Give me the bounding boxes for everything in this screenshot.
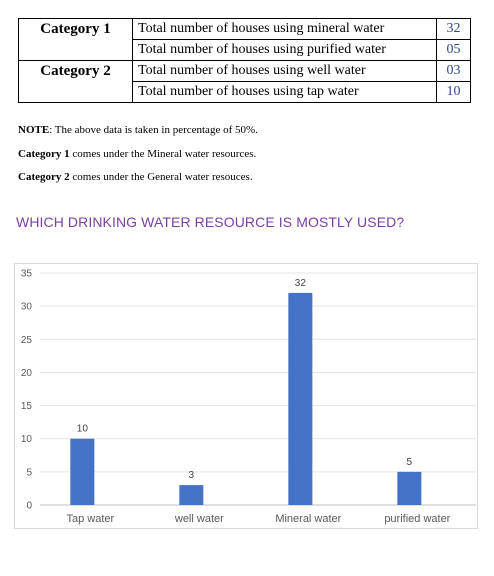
description-cell: Total number of houses using purified wa… bbox=[132, 39, 437, 61]
x-category-label: purified water bbox=[384, 513, 450, 525]
bar bbox=[179, 485, 204, 505]
category-2-label: Category 2 bbox=[18, 171, 70, 183]
bar-chart: 0 5 10 15 20 25 30 35 10 Tap water 3 well water 32 Mi… bbox=[21, 269, 476, 525]
note-label: NOTE bbox=[18, 124, 50, 136]
table-row: Total number of houses using tap water 1… bbox=[18, 81, 471, 103]
category-cell: Category 2 bbox=[18, 60, 133, 82]
y-tick-label: 20 bbox=[21, 368, 33, 379]
x-category-label: well water bbox=[174, 513, 224, 525]
y-tick-label: 30 bbox=[21, 302, 33, 313]
x-category-label: Tap water bbox=[66, 513, 114, 525]
data-label: 5 bbox=[407, 457, 413, 468]
chart-frame bbox=[14, 263, 478, 529]
table-row: Category 2 Total number of houses using … bbox=[18, 60, 471, 82]
category-cell bbox=[18, 39, 133, 61]
value-cell: 10 bbox=[436, 81, 471, 103]
description-cell: Total number of houses using tap water bbox=[132, 81, 437, 103]
value-cell: 05 bbox=[436, 39, 471, 61]
bar bbox=[397, 471, 422, 505]
category-1-text: comes under the Mineral water resources. bbox=[69, 148, 257, 160]
table-row: Total number of houses using purified wa… bbox=[18, 39, 471, 61]
category-1-label: Category 1 bbox=[18, 148, 70, 160]
y-tick-label: 10 bbox=[21, 434, 33, 445]
data-label: 10 bbox=[77, 424, 89, 435]
category-1-note: Category 1 comes under the Mineral water… bbox=[18, 148, 256, 160]
category-2-text: comes under the General water resouces. bbox=[69, 171, 253, 183]
value-cell: 03 bbox=[436, 60, 471, 82]
data-label: 3 bbox=[189, 470, 195, 481]
note-line: NOTE: The above data is taken in percent… bbox=[18, 124, 258, 136]
chart-question-heading: WHICH DRINKING WATER RESOURCE IS MOSTLY … bbox=[16, 214, 405, 230]
y-tick-label: 35 bbox=[21, 269, 33, 280]
y-tick-label: 5 bbox=[26, 467, 32, 478]
category-cell bbox=[18, 81, 133, 103]
value-cell: 32 bbox=[436, 18, 471, 40]
x-category-label: Mineral water bbox=[275, 513, 341, 525]
category-cell: Category 1 bbox=[18, 18, 133, 40]
bar bbox=[70, 438, 95, 505]
description-cell: Total number of houses using mineral wat… bbox=[132, 18, 437, 40]
description-cell: Total number of houses using well water bbox=[132, 60, 437, 82]
y-tick-label: 0 bbox=[26, 501, 32, 512]
y-tick-label: 25 bbox=[21, 335, 33, 346]
category-2-note: Category 2 comes under the General water… bbox=[18, 171, 253, 183]
note-text: : The above data is taken in percentage … bbox=[49, 124, 258, 136]
data-label: 32 bbox=[295, 278, 307, 289]
data-table: Category 1 Total number of houses using … bbox=[18, 18, 471, 103]
table-row: Category 1 Total number of houses using … bbox=[18, 18, 471, 40]
y-tick-label: 15 bbox=[21, 401, 33, 412]
bar bbox=[288, 292, 313, 505]
